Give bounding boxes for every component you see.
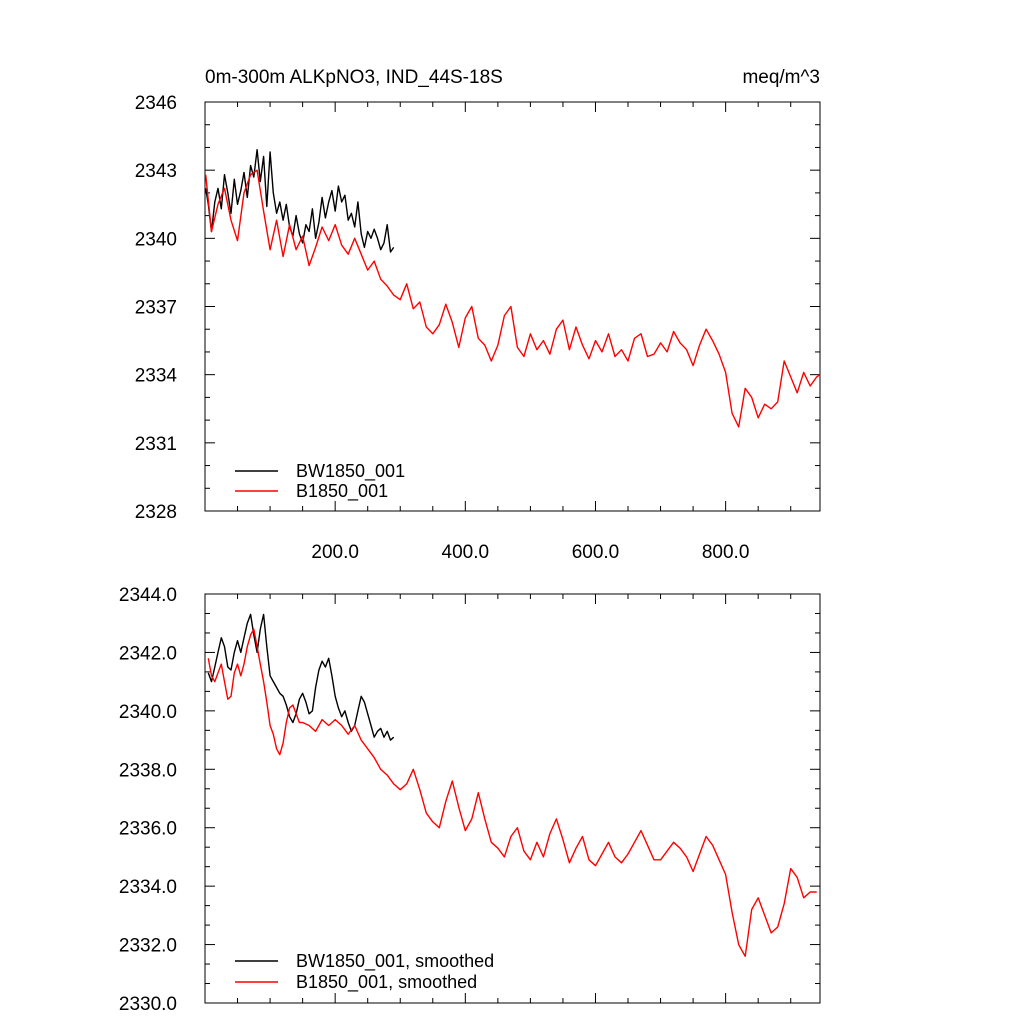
bottom-ytick-label: 2344.0 <box>119 585 177 606</box>
bottom-plot-frame <box>204 593 821 1004</box>
top-legend: BW1850_001 B1850_001 <box>235 461 405 502</box>
bottom-legend: BW1850_001, smoothed B1850_001, smoothed <box>235 951 494 993</box>
bottom-ytick-label: 2330.0 <box>119 994 177 1015</box>
bottom-series-bw1850 <box>207 613 395 741</box>
top-ytick-label: 2340 <box>135 229 177 250</box>
bottom-x-axis <box>237 594 792 1003</box>
bottom-ytick-label: 2342.0 <box>119 643 177 664</box>
top-ytick-label: 2337 <box>135 298 177 319</box>
top-xtick-label: 400.0 <box>442 542 490 563</box>
top-series-b1850 <box>205 169 821 428</box>
bottom-y-axis: 2330.0 2332.0 2334.0 2336.0 2338.0 2340.0 2342… <box>119 585 820 1015</box>
bottom-ytick-label: 2336.0 <box>119 819 177 840</box>
bottom-ytick-label: 2340.0 <box>119 702 177 723</box>
bottom-series-b1850 <box>207 628 817 957</box>
top-legend-label-b: B1850_001 <box>296 481 388 502</box>
top-chart-units: meq/m^3 <box>742 67 820 88</box>
top-xtick-label: 600.0 <box>572 542 620 563</box>
bottom-ytick-label: 2334.0 <box>119 877 177 898</box>
top-series-bw1850 <box>205 148 395 253</box>
top-ytick-label: 2346 <box>135 93 177 114</box>
top-legend-label-bw: BW1850_001 <box>296 461 405 482</box>
top-series-group <box>205 148 821 428</box>
bottom-ytick-label: 2338.0 <box>119 760 177 781</box>
top-ytick-label: 2328 <box>135 502 177 523</box>
top-chart-title: 0m-300m ALKpNO3, IND_44S-18S <box>205 67 503 88</box>
top-ytick-label: 2334 <box>135 366 178 387</box>
bottom-legend-label-bw: BW1850_001, smoothed <box>296 951 494 972</box>
top-chart: 0m-300m ALKpNO3, IND_44S-18S meq/m^3 232… <box>135 67 821 563</box>
top-ytick-label: 2331 <box>135 434 177 455</box>
top-plot-frame <box>204 101 821 512</box>
bottom-chart: 2330.0 2332.0 2334.0 2336.0 2338.0 2340.0 2342… <box>119 585 821 1015</box>
bottom-legend-label-b: B1850_001, smoothed <box>296 972 477 993</box>
top-x-axis: 200.0 400.0 600.0 800.0 <box>237 102 792 563</box>
top-ytick-label: 2343 <box>135 161 177 182</box>
bottom-series-group <box>207 613 817 957</box>
bottom-ytick-label: 2332.0 <box>119 936 177 957</box>
top-y-axis: 2328 2331 2334 2337 2340 2343 2346 <box>135 93 820 523</box>
top-xtick-label: 800.0 <box>702 542 750 563</box>
top-xtick-label: 200.0 <box>311 542 359 563</box>
